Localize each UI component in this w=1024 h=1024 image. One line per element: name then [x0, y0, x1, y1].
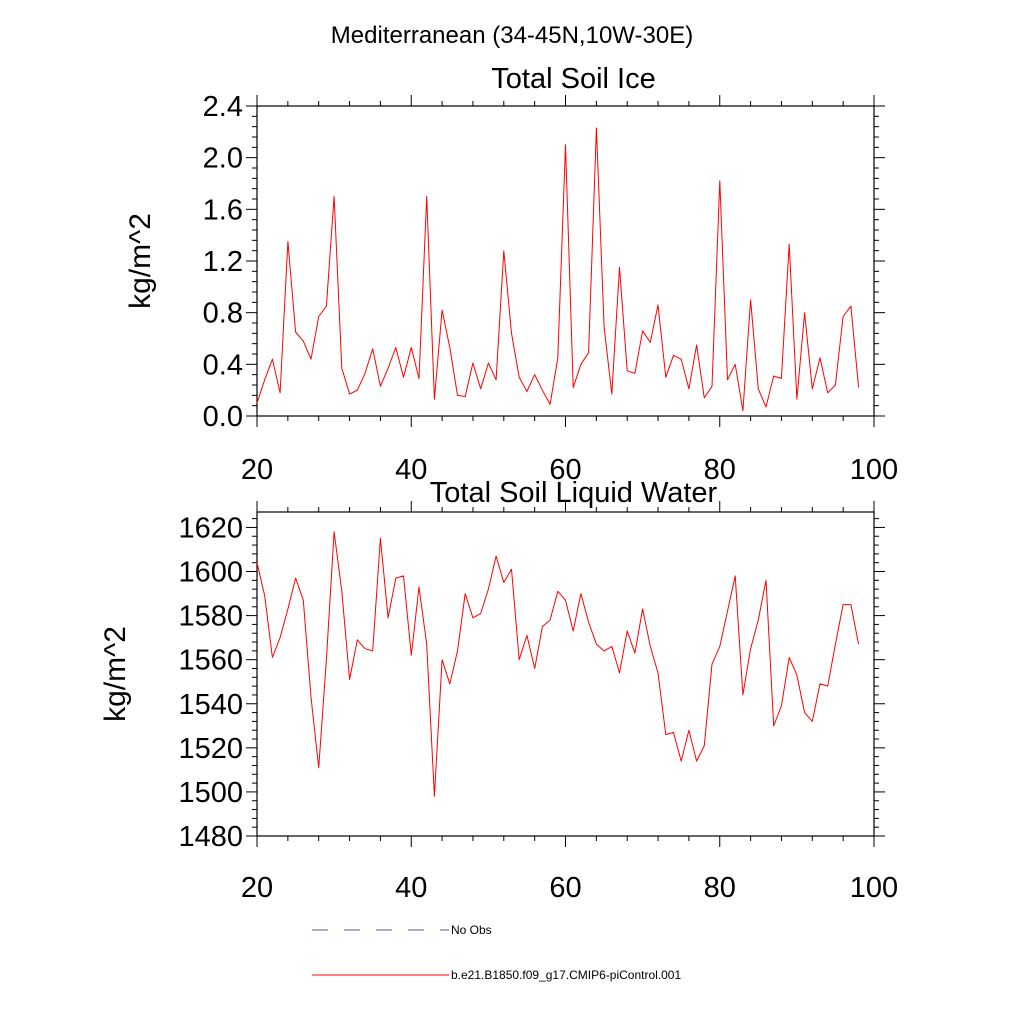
y-tick-label: 1620: [178, 512, 243, 544]
legend: No Obs b.e21.B1850.f09_g17.CMIP6-piContro…: [312, 923, 681, 982]
figure-title: Mediterranean (34-45N,10W-30E): [331, 22, 693, 49]
x-tick-label: 60: [549, 454, 581, 486]
x-tick-label: 100: [850, 454, 898, 486]
y-tick-label: 1600: [178, 557, 243, 589]
panel-title: Total Soil Liquid Water: [430, 477, 718, 509]
y-axis-label: kg/m^2: [124, 213, 157, 309]
x-tick-label: 20: [241, 454, 273, 486]
series-line: [256, 127, 860, 412]
y-tick-label: 1540: [178, 689, 243, 721]
y-tick-label: 0.0: [203, 401, 243, 433]
x-tick-label: 40: [395, 872, 427, 904]
panel-title: Total Soil Ice: [491, 63, 655, 95]
y-tick-label: 1580: [178, 601, 243, 633]
x-tick-label: 40: [395, 454, 427, 486]
y-axis-label: kg/m^2: [99, 626, 132, 722]
chart-panel-2: Total Soil Liquid Water 20 40 60 80 100 1480 15…: [99, 477, 898, 904]
y-tick-label: 0.8: [203, 298, 243, 330]
y-tick-label: 1480: [178, 821, 243, 853]
y-tick-label: 0.4: [203, 349, 243, 381]
x-tick-label: 60: [549, 872, 581, 904]
y-tick-label: 1560: [178, 645, 243, 677]
x-tick-label: 80: [704, 454, 736, 486]
x-tick-label: 80: [704, 872, 736, 904]
legend-label-1: No Obs: [451, 923, 492, 937]
y-tick-label: 2.0: [203, 143, 243, 175]
y-tick-label: 2.4: [203, 91, 243, 123]
legend-label-2: b.e21.B1850.f09_g17.CMIP6-piControl.001: [451, 968, 681, 982]
chart-panel-1: Total Soil Ice 20 40 60 80 100 0.0 0.4 0.8 1.2 1.6…: [124, 63, 898, 486]
y-tick-label: 1520: [178, 733, 243, 765]
series-line: [256, 531, 860, 797]
x-tick-label: 100: [850, 872, 898, 904]
y-tick-label: 1.6: [203, 194, 243, 226]
x-tick-label: 20: [241, 872, 273, 904]
y-tick-label: 1.2: [203, 246, 243, 278]
y-tick-label: 1500: [178, 777, 243, 809]
